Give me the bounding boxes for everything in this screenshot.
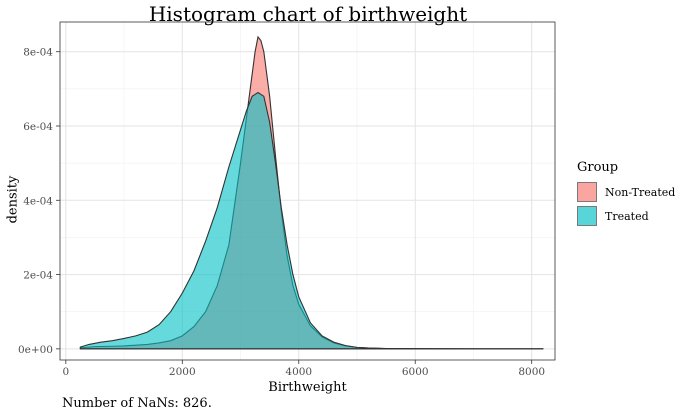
x-tick-label: 6000: [402, 366, 429, 378]
nan-count-caption: Number of NaNs: 826.: [62, 396, 212, 411]
legend-swatch-non-treated: [577, 182, 597, 202]
x-tick-label: 8000: [518, 366, 545, 378]
legend-label-non-treated: Non-Treated: [605, 185, 676, 199]
density-area-non-treated: [79, 35, 544, 350]
y-tick-label: 6e-04: [23, 121, 53, 133]
legend: Group Non-Treated Treated: [577, 160, 675, 228]
y-tick-label: 2e-04: [23, 270, 53, 282]
density-areas: [79, 35, 544, 350]
legend-item-non-treated: Non-Treated: [577, 180, 675, 204]
legend-title: Group: [577, 160, 619, 175]
plot-panel-border: [59, 21, 556, 361]
legend-item-treated: Treated: [577, 204, 675, 228]
x-tick-label: 4000: [285, 366, 312, 378]
y-tick-label: 8e-04: [23, 47, 53, 59]
chart-title: Histogram chart of birthweight: [148, 2, 468, 26]
axis-ticks: 0 2000 4000 6000 8000 0e+00 2e-04 4e-04 6e-04 8e-…: [18, 47, 545, 378]
y-axis-label: density: [5, 175, 21, 224]
x-tick-label: 0: [62, 366, 69, 378]
legend-label-treated: Treated: [605, 209, 649, 223]
x-tick-label: 2000: [169, 366, 196, 378]
y-tick-label: 0e+00: [18, 344, 53, 356]
density-area-treated: [79, 91, 544, 350]
y-tick-label: 4e-04: [23, 195, 53, 207]
grid-lines: [60, 22, 555, 360]
legend-swatch-treated: [577, 206, 597, 226]
x-axis-label: Birthweight: [268, 380, 347, 395]
